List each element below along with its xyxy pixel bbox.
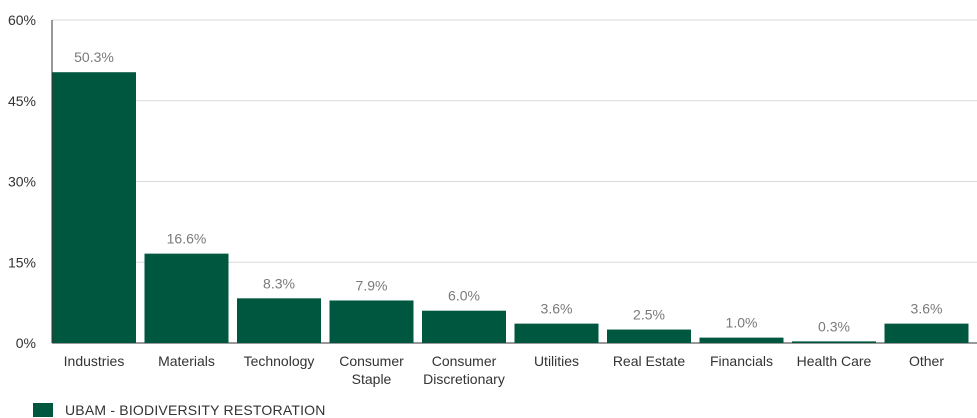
data-labels: 50.3% 16.6% 8.3% 7.9% 6.0% 3.6% 2.5% 1.0% 0.3% 3.… (74, 49, 942, 334)
category-label: Materials (158, 353, 215, 369)
bar (144, 253, 229, 343)
data-label: 2.5% (633, 307, 665, 323)
y-tick-label: 30% (8, 174, 36, 190)
category-label: Industries (64, 353, 125, 369)
data-label: 0.3% (818, 318, 850, 334)
category-label: Technology (244, 353, 315, 369)
bar (422, 310, 506, 343)
category-label: Other (909, 353, 944, 369)
data-label: 16.6% (167, 231, 207, 247)
y-tick-label: 0% (16, 335, 36, 351)
data-label: 1.0% (726, 315, 758, 331)
category-labels: Industries Materials Technology Consumer Sta… (64, 353, 945, 387)
legend: UBAM - BIODIVERSITY RESTORATION (33, 402, 326, 418)
y-tick-label: 60% (8, 12, 36, 28)
category-label: Consumer Discretionary (423, 353, 505, 387)
bar (699, 337, 784, 343)
data-label: 8.3% (263, 275, 295, 291)
category-label: Consumer Staple (339, 353, 404, 387)
category-label: Health Care (797, 353, 872, 369)
y-tick-label: 45% (8, 93, 36, 109)
y-axis-ticks: 0% 15% 30% 45% 60% (8, 12, 36, 351)
bars (52, 72, 969, 344)
data-label: 6.0% (448, 288, 480, 304)
bar (607, 329, 691, 343)
bar (52, 72, 136, 344)
data-label: 7.9% (356, 277, 388, 293)
bar (792, 341, 876, 343)
legend-swatch (33, 403, 53, 417)
data-label: 50.3% (74, 49, 114, 65)
category-label: Real Estate (613, 353, 686, 369)
category-label: Utilities (534, 353, 579, 369)
bar-chart: 0% 15% 30% 45% 60% 50.3% 16.6% 8.3% 7.9% 6.0% 3.6… (8, 12, 977, 387)
data-label: 3.6% (911, 301, 943, 317)
data-label: 3.6% (541, 301, 573, 317)
bar (237, 298, 321, 343)
category-label: Financials (710, 353, 773, 369)
y-tick-label: 15% (8, 254, 36, 270)
bar (514, 323, 599, 343)
legend-label: UBAM - BIODIVERSITY RESTORATION (65, 402, 326, 418)
bar (329, 300, 414, 343)
bar (884, 323, 969, 343)
